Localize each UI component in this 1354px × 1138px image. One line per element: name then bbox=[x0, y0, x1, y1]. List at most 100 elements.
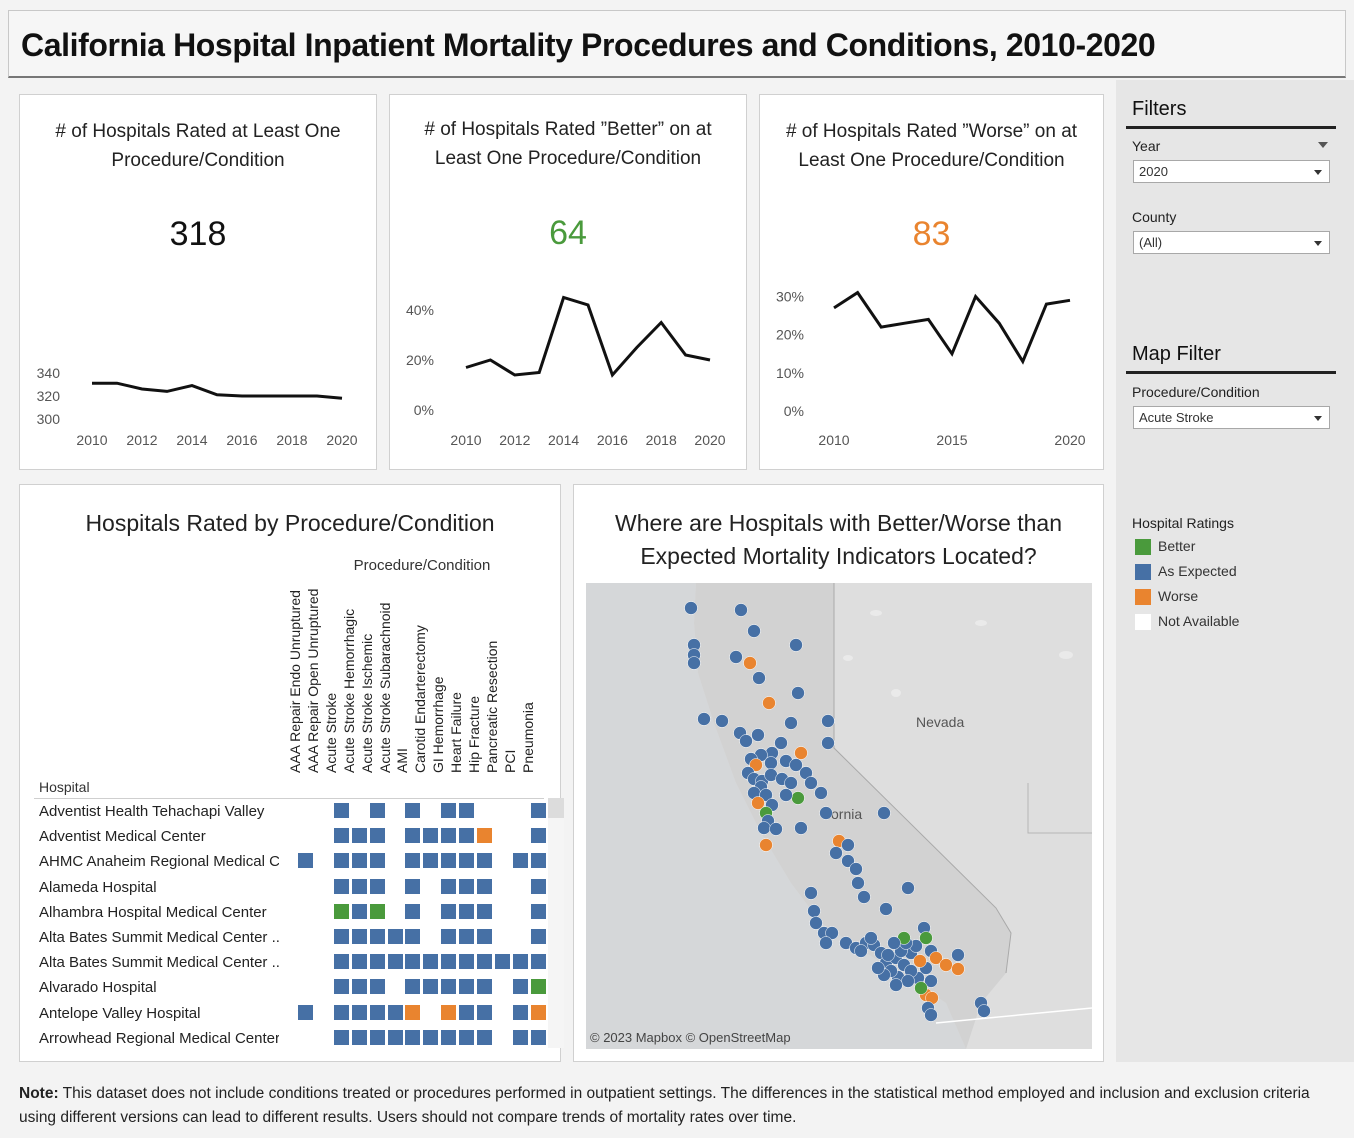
hospital-marker[interactable] bbox=[734, 603, 748, 617]
rating-cell[interactable] bbox=[530, 979, 546, 995]
column-header[interactable]: PCI bbox=[501, 579, 518, 789]
rating-cell[interactable] bbox=[405, 828, 421, 844]
rating-cell[interactable] bbox=[459, 853, 475, 869]
rating-cell[interactable] bbox=[333, 928, 349, 944]
column-header[interactable]: Hip Fracture bbox=[465, 579, 482, 789]
hospital-marker[interactable] bbox=[977, 1004, 991, 1018]
column-header[interactable]: Acute Stroke Subarachnoid bbox=[376, 579, 393, 789]
rating-cell[interactable] bbox=[459, 1029, 475, 1045]
rating-cell[interactable] bbox=[530, 903, 546, 919]
hospital-marker[interactable] bbox=[789, 758, 803, 772]
rating-cell[interactable] bbox=[530, 1029, 546, 1045]
rating-cell[interactable] bbox=[441, 1004, 457, 1020]
kpi-sparkline-chart[interactable]: 2010 2012 2014 2016 2018 2020 300 320 340 bbox=[20, 95, 378, 471]
table-row[interactable]: Alvarado Hospital bbox=[34, 975, 546, 1000]
rating-cell[interactable] bbox=[494, 954, 510, 970]
rating-cell[interactable] bbox=[333, 1029, 349, 1045]
hospital-marker[interactable] bbox=[747, 624, 761, 638]
hospital-marker[interactable] bbox=[901, 974, 915, 988]
hospital-marker[interactable] bbox=[794, 821, 808, 835]
rating-cell[interactable] bbox=[423, 853, 439, 869]
procedure-dropdown[interactable]: Acute Stroke bbox=[1133, 406, 1330, 429]
rating-cell[interactable] bbox=[351, 878, 367, 894]
column-header[interactable]: Pancreatic Resection bbox=[483, 579, 500, 789]
rating-cell[interactable] bbox=[405, 979, 421, 995]
hospital-marker[interactable] bbox=[914, 981, 928, 995]
rating-cell[interactable] bbox=[459, 954, 475, 970]
hospital-marker[interactable] bbox=[762, 696, 776, 710]
rating-cell[interactable] bbox=[405, 928, 421, 944]
hospital-marker[interactable] bbox=[825, 926, 839, 940]
table-row[interactable]: Antelope Valley Hospital bbox=[34, 1001, 546, 1026]
hospital-marker[interactable] bbox=[849, 862, 863, 876]
rating-cell[interactable] bbox=[441, 803, 457, 818]
rating-cell[interactable] bbox=[387, 954, 403, 970]
table-row[interactable]: Alta Bates Summit Medical Center .. bbox=[34, 950, 546, 975]
rating-cell[interactable] bbox=[351, 903, 367, 919]
rating-cell[interactable] bbox=[369, 878, 385, 894]
hospital-marker[interactable] bbox=[821, 714, 835, 728]
rating-cell[interactable] bbox=[441, 1029, 457, 1045]
rating-cell[interactable] bbox=[477, 853, 492, 869]
hospital-marker[interactable] bbox=[919, 931, 933, 945]
hospital-marker[interactable] bbox=[779, 788, 793, 802]
rating-cell[interactable] bbox=[441, 828, 457, 844]
column-header[interactable]: Heart Failure bbox=[447, 579, 464, 789]
rating-cell[interactable] bbox=[423, 828, 439, 844]
rating-cell[interactable] bbox=[477, 878, 492, 894]
trend-line[interactable] bbox=[465, 295, 711, 378]
hospital-marker[interactable] bbox=[807, 904, 821, 918]
hospital-marker[interactable] bbox=[791, 686, 805, 700]
hospital-marker[interactable] bbox=[814, 786, 828, 800]
rating-cell[interactable] bbox=[333, 803, 349, 818]
rating-cell[interactable] bbox=[441, 979, 457, 995]
rating-cell[interactable] bbox=[405, 903, 421, 919]
table-row[interactable]: Alta Bates Summit Medical Center .. bbox=[34, 925, 546, 950]
hospital-marker[interactable] bbox=[769, 822, 783, 836]
rating-cell[interactable] bbox=[351, 1004, 367, 1020]
rating-cell[interactable] bbox=[423, 1029, 439, 1045]
rating-cell[interactable] bbox=[441, 954, 457, 970]
rating-cell[interactable] bbox=[477, 979, 492, 995]
rating-cell[interactable] bbox=[512, 954, 528, 970]
rating-cell[interactable] bbox=[530, 828, 546, 844]
column-header[interactable]: AAA Repair Endo Unruptured bbox=[286, 579, 303, 789]
column-header[interactable]: Acute Stroke Ischemic bbox=[358, 579, 375, 789]
rating-cell[interactable] bbox=[477, 1004, 492, 1020]
column-header[interactable]: Acute Stroke bbox=[322, 579, 339, 789]
rating-cell[interactable] bbox=[477, 928, 492, 944]
rating-cell[interactable] bbox=[441, 903, 457, 919]
county-dropdown[interactable]: (All) bbox=[1133, 231, 1330, 254]
hospital-marker[interactable] bbox=[791, 791, 805, 805]
hospital-marker[interactable] bbox=[743, 656, 757, 670]
rating-cell[interactable] bbox=[512, 1029, 528, 1045]
rating-cell[interactable] bbox=[333, 1004, 349, 1020]
rating-cell[interactable] bbox=[423, 954, 439, 970]
rating-cell[interactable] bbox=[512, 979, 528, 995]
hospital-marker[interactable] bbox=[939, 958, 953, 972]
rating-cell[interactable] bbox=[333, 979, 349, 995]
rating-cell[interactable] bbox=[405, 954, 421, 970]
map-attribution[interactable]: © 2023 Mapbox © OpenStreetMap bbox=[590, 1030, 791, 1045]
hospital-marker[interactable] bbox=[789, 638, 803, 652]
rating-cell[interactable] bbox=[333, 903, 349, 919]
hospital-marker[interactable] bbox=[924, 1008, 938, 1022]
rating-cell[interactable] bbox=[405, 803, 421, 818]
rating-cell[interactable] bbox=[530, 878, 546, 894]
column-header[interactable]: AMI bbox=[393, 579, 410, 789]
table-row[interactable]: Arrowhead Regional Medical Center bbox=[34, 1026, 546, 1051]
table-row[interactable]: Alhambra Hospital Medical Center bbox=[34, 900, 546, 925]
map-canvas[interactable]: Nevada ifornia bbox=[586, 583, 1092, 1049]
hospital-marker[interactable] bbox=[804, 886, 818, 900]
rating-cell[interactable] bbox=[459, 803, 475, 818]
rating-cell[interactable] bbox=[369, 853, 385, 869]
rating-cell[interactable] bbox=[369, 903, 385, 919]
rating-cell[interactable] bbox=[351, 979, 367, 995]
column-header[interactable]: Carotid Endarterectomy bbox=[411, 579, 428, 789]
hospital-marker[interactable] bbox=[687, 656, 701, 670]
rating-cell[interactable] bbox=[423, 979, 439, 995]
scrollbar-thumb[interactable] bbox=[548, 798, 564, 818]
rating-cell[interactable] bbox=[441, 878, 457, 894]
rating-cell[interactable] bbox=[530, 1004, 546, 1020]
rating-cell[interactable] bbox=[387, 1004, 403, 1020]
